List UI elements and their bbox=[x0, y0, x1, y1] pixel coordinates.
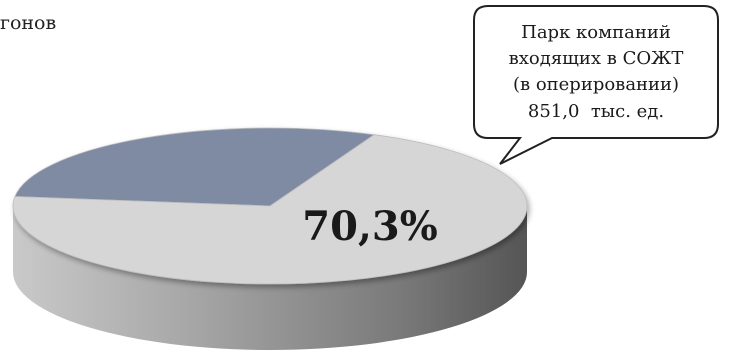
callout-line-2: входящих в СОЖТ bbox=[509, 48, 684, 69]
callout-line-3: (в оперировании) bbox=[513, 74, 679, 95]
callout-line-4: 851,0 тыс. ед. bbox=[528, 101, 664, 122]
pie-side-wall bbox=[13, 206, 527, 350]
pie-slice-main bbox=[12, 134, 528, 285]
data-label-main-slice: 70,3% bbox=[302, 203, 437, 250]
callout-line-1: Парк компаний bbox=[521, 22, 671, 43]
pie-top bbox=[12, 127, 528, 285]
pie-slice-secondary bbox=[14, 127, 376, 207]
callout-bubble bbox=[473, 5, 719, 165]
cropped-title-fragment: гонов bbox=[0, 12, 56, 34]
